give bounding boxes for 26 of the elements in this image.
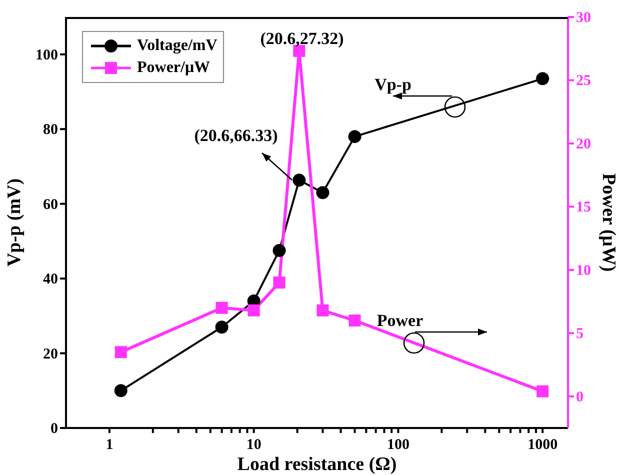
x-tick-label: 1000 [528, 437, 558, 453]
y-tick-label: 20 [43, 346, 58, 362]
x-axis-title: Load resistance (Ω) [237, 454, 397, 475]
y2-tick-label: 15 [576, 200, 591, 216]
y2-tick-label: 25 [576, 73, 591, 90]
y-tick-label: 100 [36, 47, 58, 64]
y-axis-title: Vp-p (mV) [4, 178, 25, 267]
y-tick-label: 40 [43, 272, 58, 288]
y2-tick-label: 0 [576, 389, 584, 406]
y-tick-label: 60 [43, 196, 58, 213]
y2-tick-label: 20 [576, 136, 591, 152]
annotation: Power [376, 311, 424, 330]
x-tick-label: 10 [246, 437, 262, 453]
y2-axis-title: Power (μW) [598, 173, 619, 272]
y2-tick-label: 30 [576, 10, 591, 26]
y-tick-label: 80 [43, 122, 58, 138]
y2-tick-label: 5 [576, 326, 584, 342]
y-tick-label: 0 [50, 421, 58, 437]
annotation: Vp-p [374, 75, 412, 94]
annotation: (20.6,66.33) [194, 126, 278, 145]
legend-label: Voltage/mV [137, 36, 218, 56]
annotation: (20.6,27.32) [260, 29, 344, 48]
legend-label: Power/μW [137, 58, 210, 78]
y2-tick-label: 10 [576, 262, 591, 279]
x-tick-label: 1 [106, 437, 114, 453]
x-tick-label: 100 [386, 437, 410, 453]
